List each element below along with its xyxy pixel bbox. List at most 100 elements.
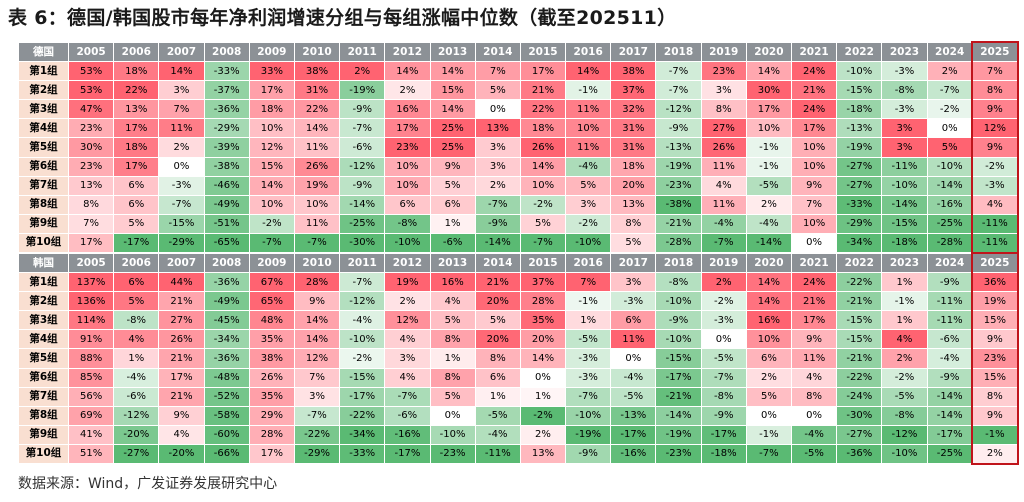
value-cell: 9% [790, 175, 838, 196]
value-cell: -34% [339, 424, 386, 445]
value-cell: 5% [113, 213, 160, 234]
value-cell: -14% [881, 194, 928, 215]
value-cell: 19% [971, 291, 1018, 312]
value-cell: 5% [926, 137, 973, 158]
value-cell: 18% [519, 118, 567, 139]
value-cell: -10% [655, 291, 702, 312]
value-cell: 17% [519, 61, 567, 82]
value-cell: 36% [971, 272, 1018, 293]
value-cell: -7% [384, 386, 431, 407]
value-cell: 6% [474, 367, 521, 388]
value-cell: 5% [113, 291, 160, 312]
value-cell: 9% [971, 329, 1018, 350]
value-cell: 88% [67, 348, 115, 369]
value-cell: -3% [610, 291, 657, 312]
value-cell: -25% [926, 443, 973, 465]
year-header: 2023 [881, 41, 928, 63]
value-cell: 33% [248, 61, 295, 82]
value-cell: -7% [339, 272, 386, 293]
value-cell: -5% [881, 386, 928, 407]
year-header: 2014 [474, 41, 521, 63]
value-cell: 21% [790, 80, 838, 101]
value-cell: 11% [158, 118, 205, 139]
value-cell: 18% [113, 61, 160, 82]
value-cell: -30% [339, 232, 386, 254]
value-cell: -10% [429, 424, 476, 445]
value-cell: 3% [610, 272, 657, 293]
value-cell: -33% [203, 61, 250, 82]
value-cell: 2% [519, 424, 567, 445]
group-label: 第10组 [18, 443, 69, 465]
value-cell: 0% [926, 118, 973, 139]
value-cell: -1% [971, 424, 1018, 445]
value-cell: -13% [655, 137, 702, 158]
value-cell: 11% [293, 137, 341, 158]
value-cell: -2% [700, 291, 747, 312]
year-header: 2009 [248, 252, 295, 274]
value-cell: 2% [158, 137, 205, 158]
value-cell: 5% [474, 80, 521, 101]
value-cell: -45% [203, 310, 250, 331]
group-label: 第4组 [18, 329, 69, 350]
value-cell: -10% [565, 232, 612, 254]
value-cell: -7% [293, 405, 341, 426]
value-cell: 9% [293, 291, 341, 312]
value-cell: 53% [67, 80, 115, 101]
value-cell: -18% [836, 99, 883, 120]
value-cell: 0% [474, 99, 521, 120]
value-cell: -38% [655, 194, 702, 215]
value-cell: 2% [971, 443, 1018, 465]
table-row: 第6组 23% 17% 0% -38% 15% 26% -12% 10% 9% 3% 14% -4% 18… [18, 156, 1018, 177]
table-row: 第1组 137% 6% 44% -36% 67% 28% -7% 19% 16% 21% 37% 7% 3… [18, 272, 1018, 293]
value-cell: -9% [565, 443, 612, 465]
value-cell: 10% [745, 329, 793, 350]
value-cell: 17% [158, 367, 205, 388]
value-cell: -36% [203, 99, 250, 120]
value-cell: 11% [565, 99, 612, 120]
value-cell: 6% [113, 175, 160, 196]
value-cell: -7% [700, 232, 747, 254]
value-cell: 18% [113, 137, 160, 158]
value-cell: 13% [474, 118, 521, 139]
table-row: 第4组 91% 4% 26% -34% 35% 14% -10% 4% 8% 20% 20% -5% 11… [18, 329, 1018, 350]
value-cell: 4% [429, 291, 476, 312]
group-label: 第5组 [18, 348, 69, 369]
value-cell: 8% [971, 386, 1018, 407]
value-cell: -15% [881, 213, 928, 234]
value-cell: 14% [293, 118, 341, 139]
value-cell: 14% [248, 175, 295, 196]
value-cell: 11% [700, 194, 747, 215]
group-label: 第10组 [18, 232, 69, 254]
value-cell: 15% [248, 156, 295, 177]
value-cell: 9% [790, 329, 838, 350]
value-cell: -17% [113, 232, 160, 254]
value-cell: -15% [158, 213, 205, 234]
value-cell: -1% [565, 80, 612, 101]
table-row: 第9组 7% 5% -15% -51% -2% 11% -25% -8% 1% -9% 5% -2% 8%… [18, 213, 1018, 234]
value-cell: -9% [926, 272, 973, 293]
year-header: 2008 [203, 41, 250, 63]
table-row: 第7组 13% 6% -3% -46% 14% 19% -9% 10% 5% 2% 10% 5% 20% -… [18, 175, 1018, 196]
value-cell: 10% [790, 137, 838, 158]
value-cell: 11% [293, 213, 341, 234]
table-title: 表 6：德国/韩国股市每年净利润增速分组与每组涨幅中位数（截至202511） [8, 7, 677, 29]
value-cell: 5% [429, 175, 476, 196]
value-cell: 32% [610, 99, 657, 120]
value-cell: 10% [790, 156, 838, 177]
value-cell: -4% [565, 156, 612, 177]
year-header: 2018 [655, 41, 702, 63]
value-cell: 6% [429, 194, 476, 215]
value-cell: 2% [384, 80, 431, 101]
value-cell: -27% [836, 424, 883, 445]
value-cell: 30% [67, 137, 115, 158]
value-cell: -5% [790, 443, 838, 465]
value-cell: -36% [203, 272, 250, 293]
value-cell: 1% [881, 272, 928, 293]
year-header: 2006 [113, 252, 160, 274]
value-cell: 14% [519, 348, 567, 369]
value-cell: -8% [113, 310, 160, 331]
value-cell: 17% [384, 118, 431, 139]
group-label: 第9组 [18, 424, 69, 445]
value-cell: 24% [790, 99, 838, 120]
year-header: 2024 [926, 41, 973, 63]
